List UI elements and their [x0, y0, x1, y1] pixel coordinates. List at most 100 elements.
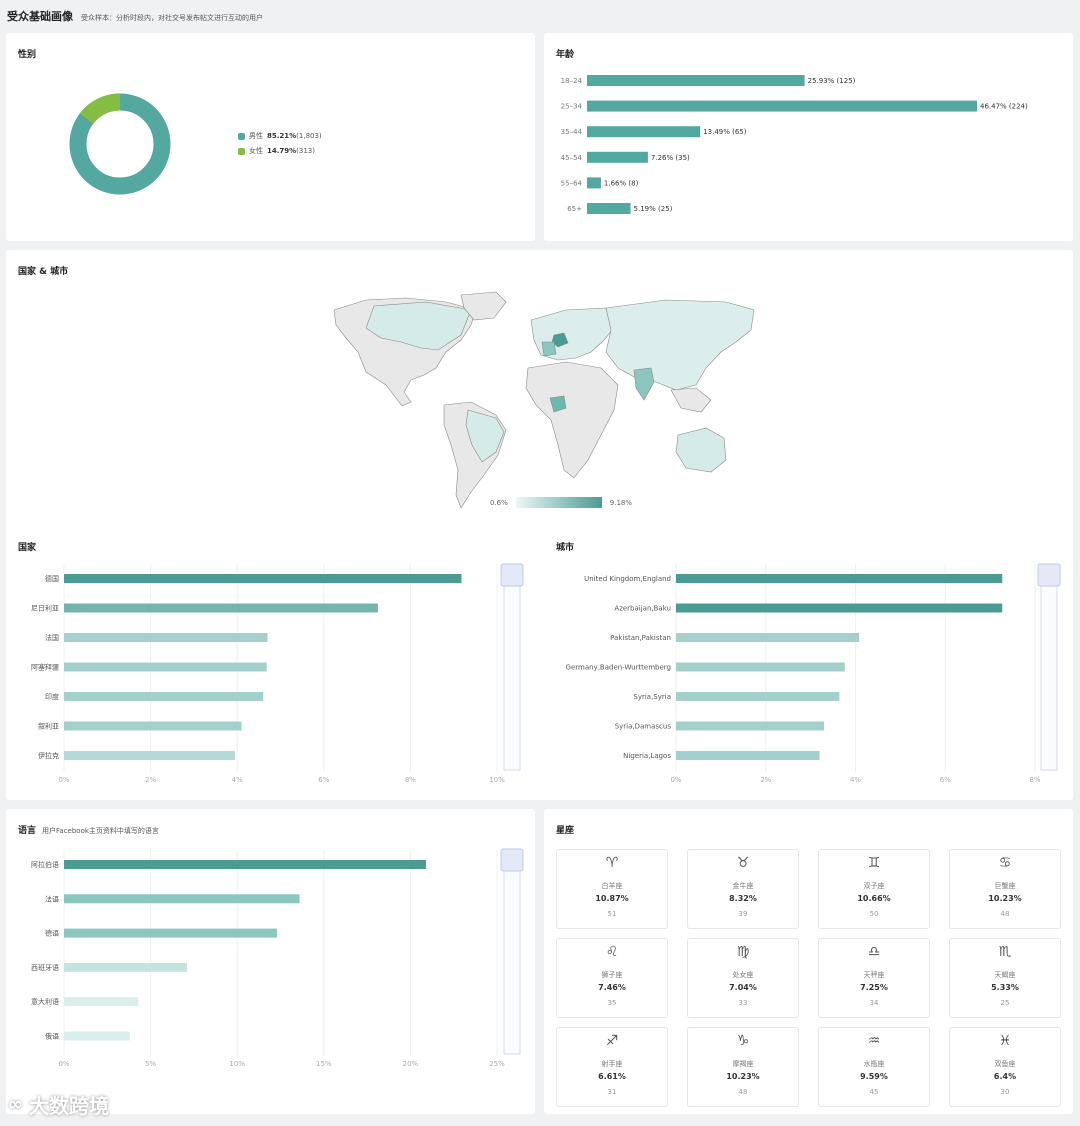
donut-slice-female[interactable] — [69, 93, 171, 195]
bar[interactable] — [64, 997, 139, 1007]
bar[interactable] — [64, 860, 426, 869]
age-data-label: 46.47% (224) — [980, 103, 1028, 111]
language-subtitle: 用户Facebook主页资料中填写的语言 — [42, 827, 159, 835]
map-greenland[interactable] — [460, 291, 507, 321]
x-tick-label: 4% — [232, 776, 243, 784]
legend-label: 男性 — [249, 132, 263, 140]
legend-pct: 14.79% — [267, 147, 297, 155]
map-southeast-asia[interactable] — [670, 387, 712, 413]
category-label: 阿拉伯语 — [31, 860, 59, 869]
zodiac-count: 33 — [738, 999, 748, 1007]
zoom-slider-handle[interactable] — [500, 848, 524, 872]
age-card: 年龄 18–24 25.93% (125) 25–34 46.47% (224) 35–… — [544, 33, 1073, 241]
zodiac-count: 48 — [738, 1088, 748, 1096]
zodiac-sign-icon: ♊ — [867, 855, 881, 871]
zodiac-card-item[interactable]: ♊ 双子座 10.66% 50 — [818, 849, 930, 929]
zodiac-count: 34 — [869, 999, 879, 1007]
x-tick-label: 2% — [145, 776, 156, 784]
zodiac-pct: 6.4% — [993, 1072, 1017, 1081]
zodiac-name: 射手座 — [601, 1060, 623, 1068]
zodiac-card: 星座 ♈ 白羊座 10.87% 51 ♉ 金牛座 8.32% 39 ♊ 双子座 10… — [544, 809, 1073, 1114]
map-brazil[interactable] — [465, 409, 505, 463]
bar[interactable] — [64, 721, 242, 731]
bar[interactable] — [676, 633, 860, 642]
age-bar[interactable] — [587, 126, 701, 138]
zodiac-name: 白羊座 — [601, 882, 623, 890]
category-label: 法国 — [45, 633, 59, 642]
age-bar[interactable] — [587, 151, 648, 163]
bar[interactable] — [64, 603, 378, 613]
bar[interactable] — [64, 692, 264, 701]
zodiac-card-item[interactable]: ♒ 水瓶座 9.59% 45 — [818, 1027, 930, 1107]
bar[interactable] — [676, 603, 1003, 613]
map-germany[interactable] — [551, 332, 569, 348]
age-data-label: 25.93% (125) — [808, 77, 856, 85]
bar[interactable] — [64, 894, 300, 904]
age-bar[interactable] — [587, 203, 631, 214]
zoom-slider-handle[interactable] — [1037, 563, 1061, 587]
zodiac-card-item[interactable]: ♓ 双鱼座 6.4% 30 — [949, 1027, 1061, 1107]
bar[interactable] — [676, 574, 1003, 583]
zodiac-pct: 9.59% — [860, 1072, 888, 1081]
zodiac-sign-icon: ♐ — [605, 1033, 619, 1049]
gender-title: 性别 — [18, 50, 37, 60]
zodiac-count: 45 — [869, 1088, 879, 1096]
category-label: 尼日利亚 — [31, 604, 59, 613]
zoom-slider-track[interactable] — [503, 848, 521, 1055]
bar[interactable] — [676, 692, 840, 701]
zodiac-card-item[interactable]: ♎ 天秤座 7.25% 34 — [818, 938, 930, 1018]
zoom-slider-track[interactable] — [503, 563, 521, 771]
map-africa[interactable] — [525, 361, 619, 479]
age-bar[interactable] — [587, 100, 977, 112]
bar[interactable] — [676, 662, 845, 672]
category-label: Azerbaijan,Baku — [614, 605, 671, 613]
bar[interactable] — [676, 751, 820, 760]
legend-item-male[interactable]: 男性 85.21% (1,803) — [238, 131, 322, 141]
zodiac-count: 39 — [738, 910, 748, 918]
zoom-slider-handle[interactable] — [500, 563, 524, 587]
zodiac-card-item[interactable]: ♋ 巨蟹座 10.23% 48 — [949, 849, 1061, 929]
map-asia[interactable] — [605, 299, 755, 391]
zodiac-card-item[interactable]: ♌ 狮子座 7.46% 35 — [556, 938, 668, 1018]
map-canada[interactable] — [365, 301, 472, 351]
zodiac-pct: 10.87% — [595, 894, 629, 903]
zodiac-pct: 10.23% — [726, 1072, 760, 1081]
age-bar[interactable] — [587, 75, 805, 86]
x-tick-label: 20% — [403, 1060, 419, 1068]
zodiac-pct: 8.32% — [729, 894, 757, 903]
bar[interactable] — [64, 662, 267, 672]
zodiac-card-item[interactable]: ♍ 处女座 7.04% 33 — [687, 938, 799, 1018]
zodiac-card-item[interactable]: ♉ 金牛座 8.32% 39 — [687, 849, 799, 929]
bar[interactable] — [64, 751, 236, 760]
bar[interactable] — [64, 574, 462, 583]
zodiac-count: 30 — [1000, 1088, 1010, 1096]
bar[interactable] — [64, 633, 268, 642]
age-bar[interactable] — [587, 177, 601, 189]
map-australia[interactable] — [675, 427, 727, 473]
zodiac-name: 巨蟹座 — [994, 882, 1016, 890]
map-scale-gradient — [515, 497, 602, 508]
zodiac-card-item[interactable]: ♑ 摩羯座 10.23% 48 — [687, 1027, 799, 1107]
watermark: ∞ 大数跨境 — [8, 1090, 109, 1119]
zodiac-pct: 10.66% — [857, 894, 891, 903]
legend-item-female[interactable]: 女性 14.79% (313) — [238, 146, 322, 156]
zodiac-card-item[interactable]: ♐ 射手座 6.61% 31 — [556, 1027, 668, 1107]
zodiac-card-item[interactable]: ♏ 天蝎座 5.33% 25 — [949, 938, 1061, 1018]
zodiac-count: 50 — [869, 910, 879, 918]
x-tick-label: 6% — [318, 776, 329, 784]
zodiac-card-item[interactable]: ♈ 白羊座 10.87% 51 — [556, 849, 668, 929]
bar[interactable] — [64, 1031, 130, 1041]
map-scale: 0.6% 9.18% — [490, 497, 632, 508]
zodiac-sign-icon: ♈ — [605, 855, 619, 871]
map-india[interactable] — [633, 367, 655, 401]
map-france[interactable] — [541, 341, 557, 357]
zodiac-name: 摩羯座 — [732, 1060, 754, 1068]
bar[interactable] — [64, 928, 278, 938]
map-nigeria[interactable] — [549, 395, 567, 413]
bar[interactable] — [676, 721, 825, 731]
zoom-slider-track[interactable] — [1040, 563, 1058, 771]
x-tick-label: 0% — [670, 776, 681, 784]
zodiac-pct: 5.33% — [991, 983, 1019, 992]
zodiac-count: 31 — [607, 1088, 617, 1096]
bar[interactable] — [64, 962, 187, 972]
